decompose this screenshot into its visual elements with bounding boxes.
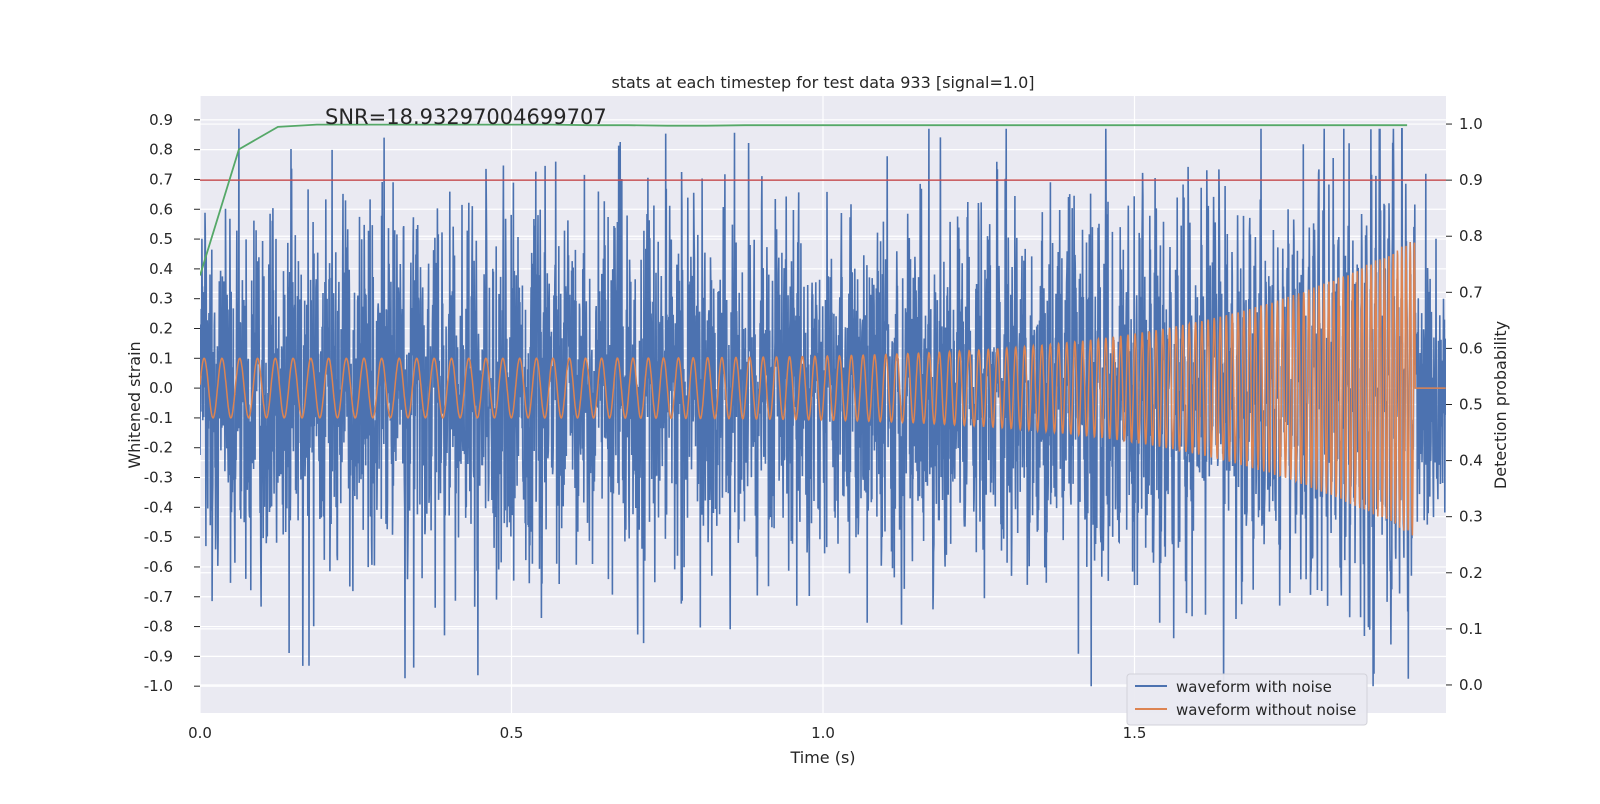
snr-annotation: SNR=18.93297004699707 — [325, 105, 607, 129]
y-axis-label: Whitened strain — [125, 341, 144, 468]
y-tick-label: 0.8 — [149, 141, 173, 159]
legend-label-noise: waveform with noise — [1176, 678, 1332, 696]
y-tick-label: -0.3 — [144, 469, 173, 487]
y-tick-label: 0.6 — [149, 200, 173, 218]
chart-title: stats at each timestep for test data 933… — [611, 73, 1034, 92]
y2-tick-label: 0.1 — [1459, 620, 1483, 638]
x-tick-label: 0.0 — [188, 724, 212, 742]
legend-box — [1126, 673, 1368, 726]
y-tick-label: -0.8 — [144, 618, 173, 636]
y-tick-label: -0.9 — [144, 647, 173, 665]
y2-axis-label: Detection probability — [1491, 321, 1510, 489]
y-tick-label: 0.5 — [149, 230, 173, 248]
x-tick-label: 1.0 — [811, 724, 835, 742]
y-tick-label: 0.2 — [149, 319, 173, 337]
legend: waveform with noise waveform without noi… — [1126, 673, 1368, 726]
y2-tick-label: 1.0 — [1459, 115, 1483, 133]
y-tick-label: -0.2 — [144, 439, 173, 457]
y2-tick-label: 0.4 — [1459, 452, 1483, 470]
y-tick-label: -1.0 — [144, 677, 173, 695]
y2-tick-label: 0.2 — [1459, 564, 1483, 582]
series-layer — [200, 123, 1446, 687]
y2-tick-label: 0.8 — [1459, 227, 1483, 245]
y-tick-label: -0.6 — [144, 558, 173, 576]
y2-tick-label: 0.7 — [1459, 283, 1483, 301]
axes: 0.0 0.5 1.0 1.5 0.9 0.8 0.7 0.6 0.5 0.4 0.3 0.2 0.1 0… — [144, 111, 1483, 742]
y-tick-label: -0.7 — [144, 588, 173, 606]
y-tick-label: -0.1 — [144, 409, 173, 427]
y-tick-label: 0.7 — [149, 170, 173, 188]
y2-tick-label: 0.3 — [1459, 508, 1483, 526]
series-line-detection-probability — [200, 123, 1408, 276]
x-tick-label: 0.5 — [500, 724, 524, 742]
x-tick-label: 1.5 — [1123, 724, 1147, 742]
y2-tick-label: 0.0 — [1459, 676, 1483, 694]
y-tick-label: 0.9 — [149, 111, 173, 129]
y2-tick-label: 0.5 — [1459, 396, 1483, 414]
y-tick-label: 0.1 — [149, 349, 173, 367]
y2-tick-label: 0.6 — [1459, 339, 1483, 357]
legend-label-clean: waveform without noise — [1176, 701, 1356, 719]
y-tick-label: 0.0 — [149, 379, 173, 397]
series-line-waveform-without-noise — [200, 242, 1446, 536]
y-tick-label: 0.4 — [149, 260, 173, 278]
y-tick-label: -0.5 — [144, 528, 173, 546]
x-axis-label: Time (s) — [789, 748, 855, 767]
y-tick-label: -0.4 — [144, 498, 173, 516]
y2-tick-label: 0.9 — [1459, 171, 1483, 189]
y-tick-label: 0.3 — [149, 290, 173, 308]
plot-area — [200, 123, 1446, 687]
